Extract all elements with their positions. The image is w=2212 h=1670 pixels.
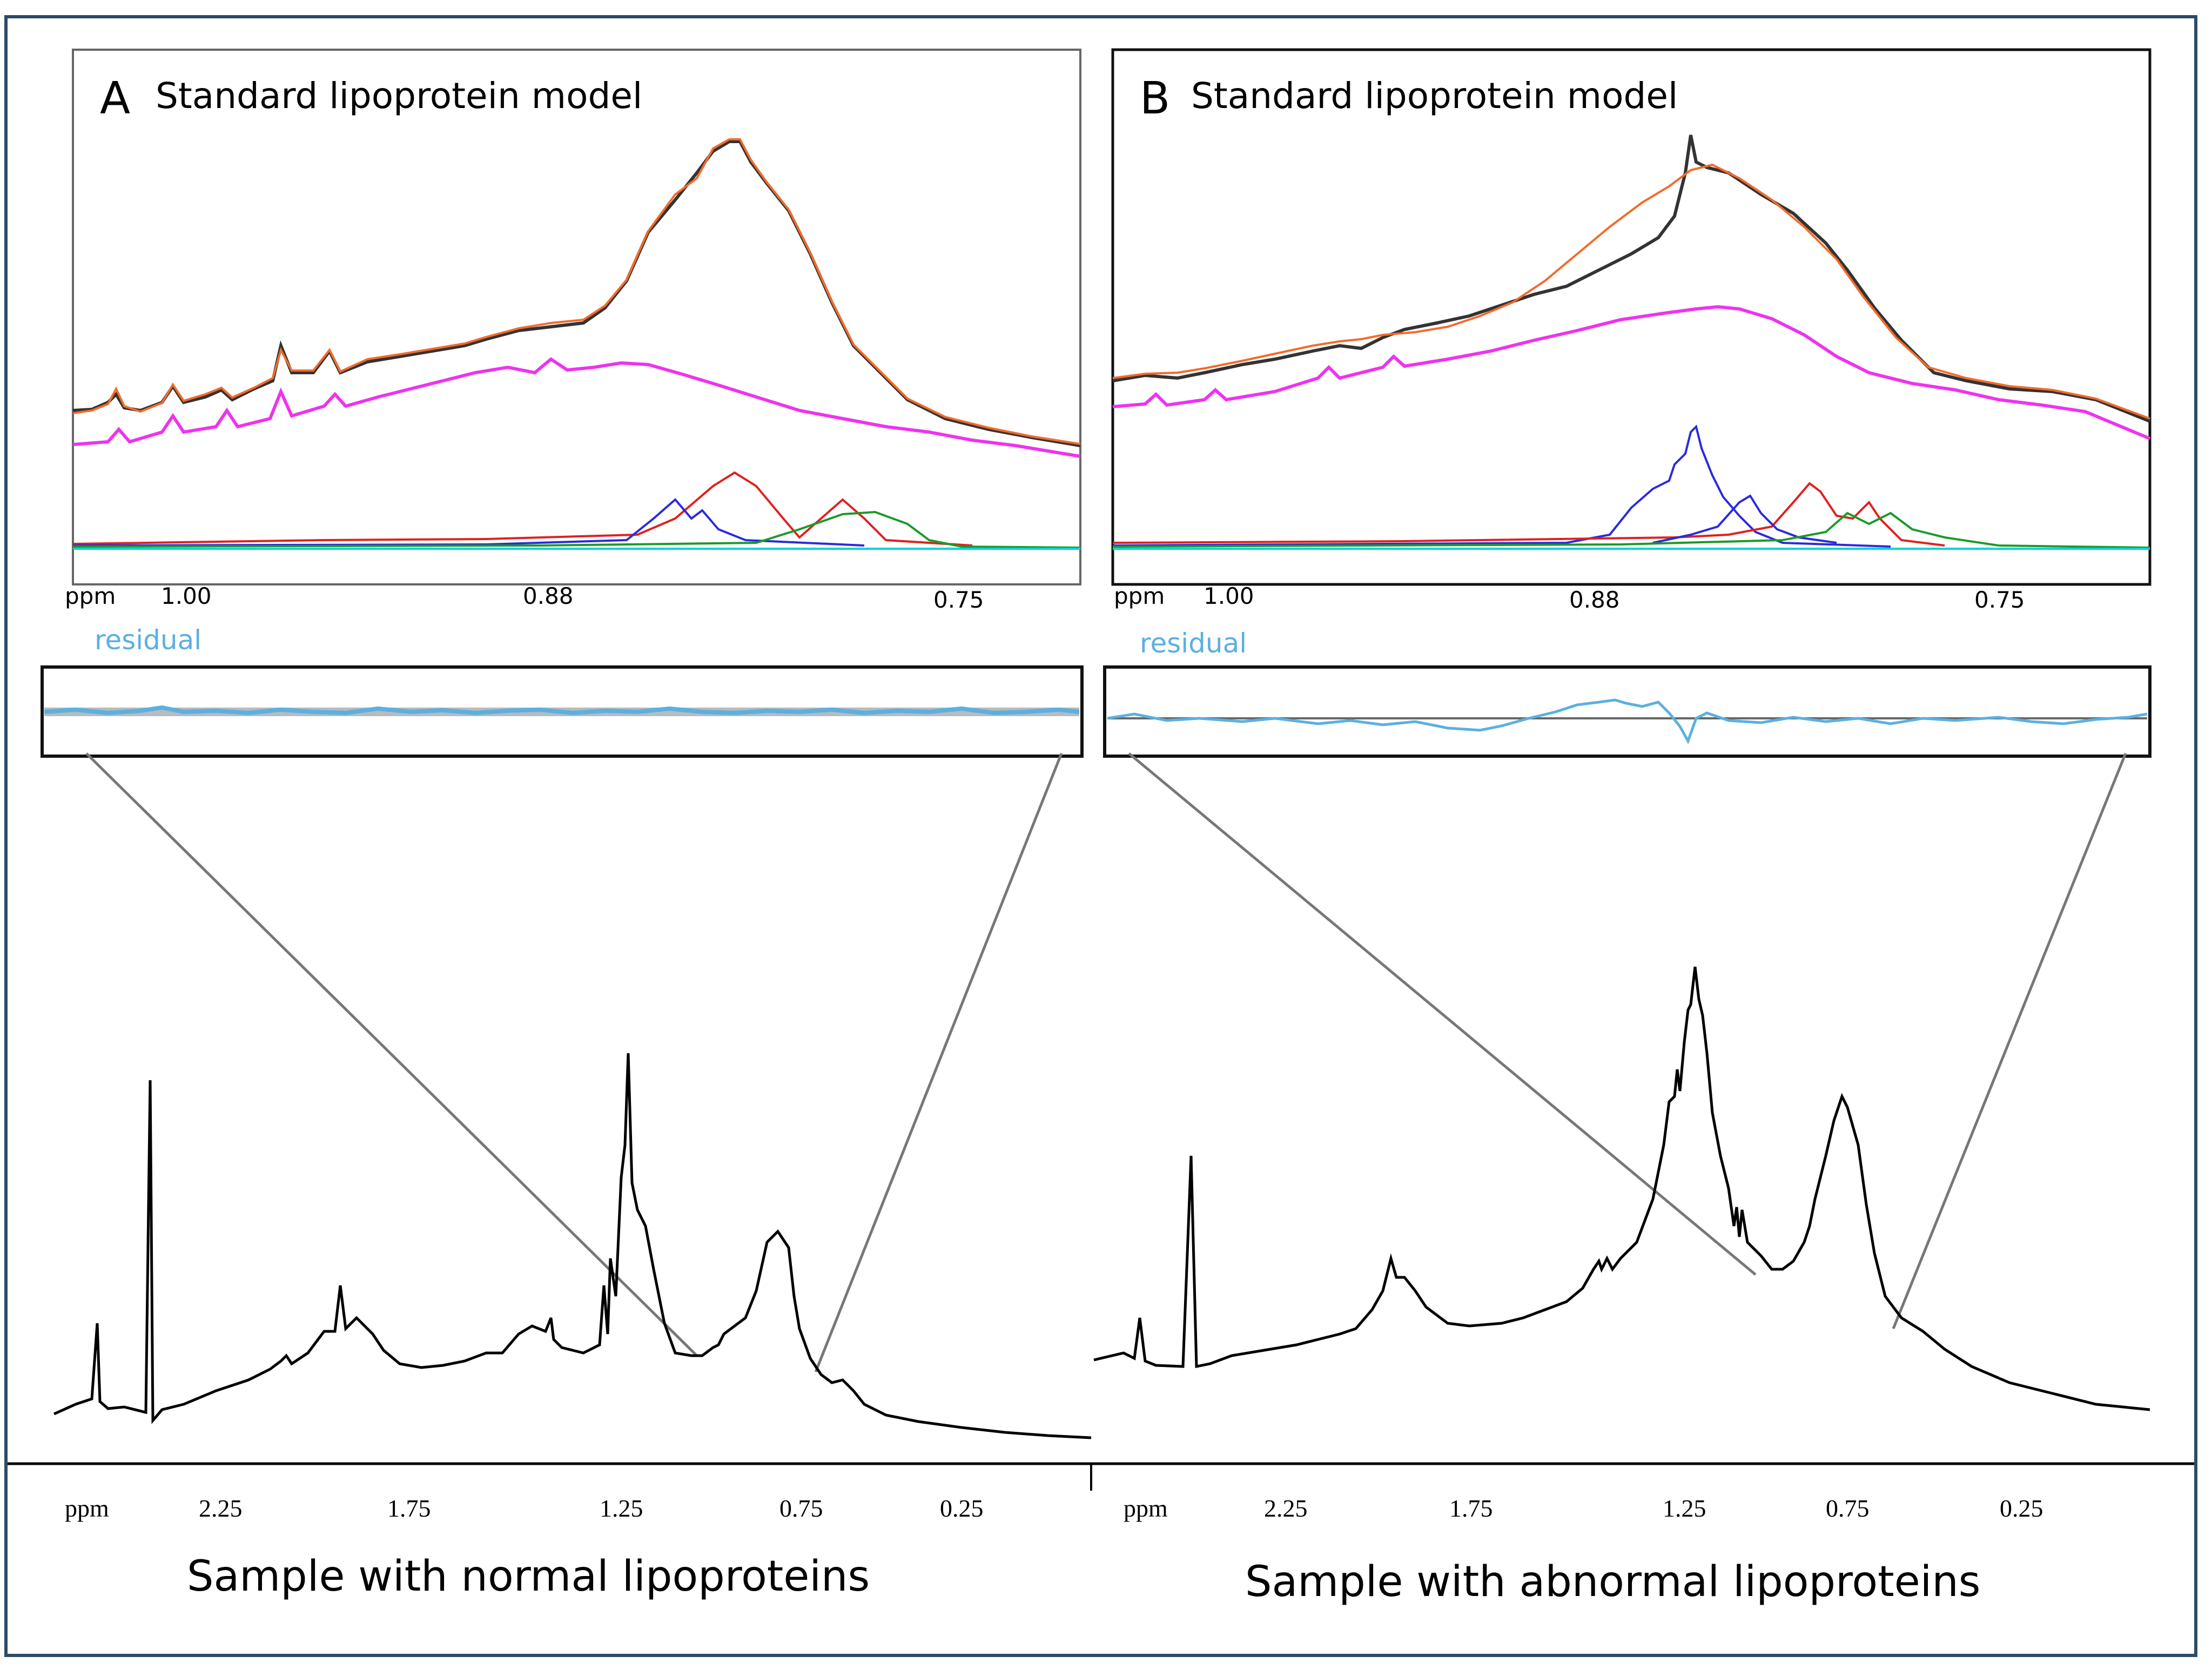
panel-a-fit-line bbox=[72, 138, 1081, 445]
normal-axis-unit: ppm bbox=[65, 1494, 109, 1522]
panel-b-fit-line bbox=[1112, 163, 2150, 420]
panel-a-residual-label: residual bbox=[95, 624, 201, 656]
zoom-line-b-left bbox=[1128, 752, 1757, 1276]
panel-b-axis-unit: ppm bbox=[1114, 583, 1165, 609]
abnormal-caption: Sample with abnormal lipoproteins bbox=[1245, 1558, 1980, 1606]
panel-b-tick-1: 1.00 bbox=[1204, 583, 1254, 609]
panel-a-box bbox=[72, 49, 1081, 585]
normal-tick-2: 1.75 bbox=[387, 1494, 431, 1522]
panel-a-ldl-line bbox=[72, 498, 865, 547]
panel-b-box bbox=[1111, 48, 2152, 586]
panel-a-hdl-line bbox=[72, 510, 1081, 549]
panel-b-hdl-line bbox=[1112, 511, 2150, 549]
panel-b-ldl-secondary-line bbox=[1652, 494, 1837, 544]
panel-b-ldl-line bbox=[1112, 425, 1891, 548]
panel-b-measured-line bbox=[1112, 134, 2151, 423]
figure-frame bbox=[4, 15, 2197, 1657]
panel-b-background-line bbox=[1112, 305, 2151, 440]
normal-tick-1: 2.25 bbox=[199, 1494, 243, 1522]
abnormal-spectrum-line bbox=[1093, 966, 2150, 1411]
normal-tick-5: 0.25 bbox=[940, 1494, 984, 1522]
panel-a-tick-3: 0.75 bbox=[933, 587, 984, 613]
panel-b-title: Standard lipoprotein model bbox=[1191, 75, 1678, 117]
abnormal-axis-unit: ppm bbox=[1124, 1494, 1168, 1522]
panel-a-letter: A bbox=[100, 73, 130, 124]
zoom-line-a-right bbox=[814, 753, 1063, 1372]
abnormal-tick-3: 1.25 bbox=[1663, 1494, 1706, 1522]
panel-a-residual-line bbox=[44, 705, 1080, 716]
panel-a-tick-1: 1.00 bbox=[161, 583, 212, 609]
normal-tick-3: 1.25 bbox=[600, 1494, 643, 1522]
panel-a-tick-2: 0.88 bbox=[523, 583, 574, 609]
panel-a-title: Standard lipoprotein model bbox=[156, 75, 642, 117]
panel-b-letter: B bbox=[1140, 73, 1170, 124]
abnormal-tick-2: 1.75 bbox=[1449, 1494, 1493, 1522]
zoom-line-b-right bbox=[1892, 753, 2127, 1329]
zoom-line-a-left bbox=[85, 752, 698, 1357]
abnormal-tick-4: 0.75 bbox=[1826, 1494, 1870, 1522]
panel-a-background-line bbox=[72, 357, 1081, 458]
abnormal-tick-1: 2.25 bbox=[1264, 1494, 1308, 1522]
normal-caption: Sample with normal lipoproteins bbox=[187, 1552, 870, 1601]
abnormal-tick-5: 0.25 bbox=[2000, 1494, 2043, 1522]
normal-tick-4: 0.75 bbox=[779, 1494, 823, 1522]
panel-b-residual-box bbox=[1103, 665, 2152, 758]
panel-b-residual-label: residual bbox=[1140, 628, 1247, 659]
panel-a-axis-unit: ppm bbox=[65, 583, 116, 609]
panel-b-tick-2: 0.88 bbox=[1569, 587, 1620, 613]
normal-spectrum-line bbox=[53, 1053, 1092, 1439]
panel-b-tick-3: 0.75 bbox=[1974, 587, 2025, 613]
panel-b-residual-line bbox=[1107, 698, 2148, 745]
